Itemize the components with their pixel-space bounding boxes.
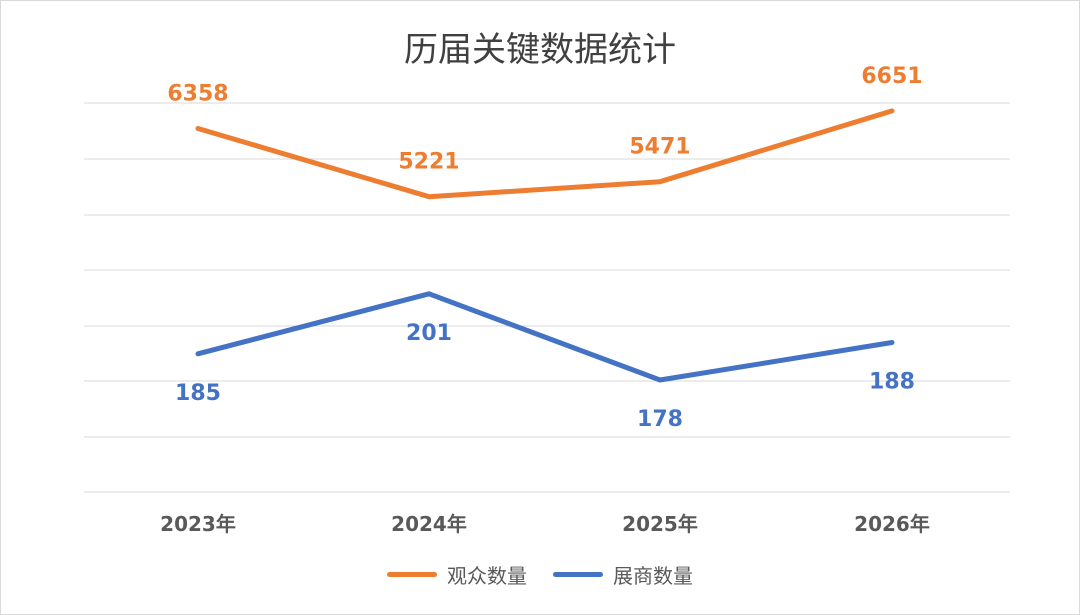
data-label-1-2: 178 [637, 407, 683, 432]
gridlines [84, 102, 1010, 493]
data-label-1-1: 201 [406, 321, 452, 346]
data-label-0-2: 5471 [629, 135, 690, 160]
legend-item-audience: 观众数量 [387, 560, 527, 589]
data-label-0-0: 6358 [167, 82, 228, 107]
legend-item-exhibitors: 展商数量 [553, 560, 693, 589]
legend-swatch-audience [387, 572, 437, 577]
x-tick-label-2: 2025年 [622, 512, 698, 536]
x-tick-label-3: 2026年 [854, 512, 930, 536]
data-label-0-3: 6651 [861, 64, 922, 89]
legend-label-audience: 观众数量 [447, 564, 527, 588]
data-label-1-3: 188 [869, 370, 915, 395]
chart-title: 历届关键数据统计 [404, 30, 676, 70]
x-tick-label-1: 2024年 [391, 512, 467, 536]
x-tick-label-0: 2023年 [160, 512, 236, 536]
legend-label-exhibitors: 展商数量 [613, 564, 693, 588]
series-line-1 [195, 291, 895, 383]
data-label-0-1: 5221 [398, 150, 459, 175]
series-lines [195, 108, 895, 383]
legend: 观众数量 展商数量 [0, 560, 1080, 589]
x-axis-ticks: 2023年 2024年 2025年 2026年 [160, 512, 930, 536]
data-label-1-0: 185 [175, 381, 221, 406]
series-line-0 [195, 108, 895, 200]
legend-swatch-exhibitors [553, 572, 603, 577]
data-labels: 6358 5221 5471 6651 185 201 178 188 [167, 64, 922, 432]
